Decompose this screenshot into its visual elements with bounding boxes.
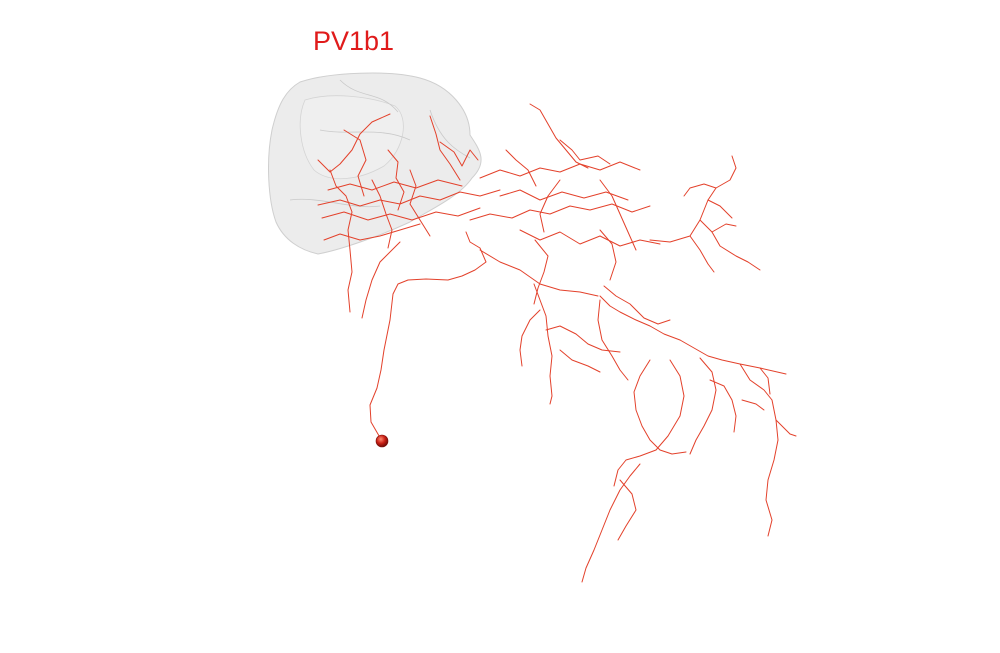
branch <box>699 219 761 271</box>
branch <box>603 285 671 325</box>
branch <box>409 169 431 237</box>
branch <box>759 367 797 437</box>
branch <box>429 115 461 181</box>
branch <box>599 229 617 281</box>
branch <box>581 463 641 583</box>
branch <box>709 379 737 433</box>
branch <box>317 189 501 207</box>
branch <box>479 249 599 297</box>
branch <box>519 309 541 367</box>
branch <box>599 295 681 341</box>
neuropil-mesh <box>268 72 482 255</box>
branch <box>739 363 779 537</box>
branch <box>545 325 621 353</box>
branch <box>539 179 561 233</box>
branch <box>559 349 601 373</box>
branch <box>361 241 401 319</box>
branch <box>321 207 481 221</box>
neuron-title: PV1b1 <box>313 26 395 56</box>
branch <box>479 161 641 179</box>
branch <box>689 357 717 455</box>
branch <box>689 235 715 273</box>
soma-marker <box>375 434 389 448</box>
branch <box>633 359 687 455</box>
branch <box>529 103 589 169</box>
branch <box>329 169 353 313</box>
branch <box>387 149 405 211</box>
branch <box>597 299 629 381</box>
branch <box>617 479 637 541</box>
branch <box>439 141 479 167</box>
branch <box>599 179 637 251</box>
branch <box>683 183 733 219</box>
branch <box>505 149 537 187</box>
neuron-arbor <box>317 103 797 583</box>
branch <box>371 179 393 249</box>
branch <box>649 155 737 243</box>
branch <box>343 129 367 197</box>
branch <box>499 189 629 201</box>
branch <box>533 283 553 405</box>
branch <box>741 399 765 411</box>
branch <box>317 113 391 173</box>
branch <box>711 223 737 233</box>
branch <box>613 359 685 487</box>
branch <box>533 239 549 305</box>
branch <box>327 179 463 191</box>
branch <box>323 223 421 241</box>
branch <box>519 229 661 247</box>
branch <box>559 139 611 165</box>
branch <box>469 203 651 221</box>
branch <box>679 339 787 375</box>
axon-trunk <box>369 231 487 442</box>
